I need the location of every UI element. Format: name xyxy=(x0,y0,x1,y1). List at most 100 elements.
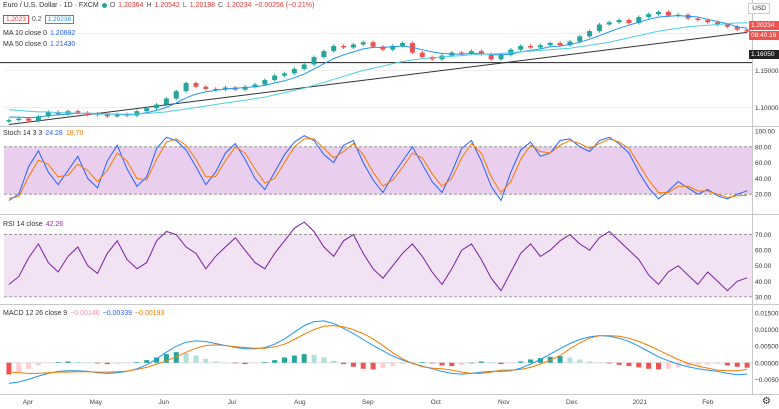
macd-histogram-bar xyxy=(380,362,386,369)
macd-histogram-bar xyxy=(557,356,563,363)
stoch-k-value: 24.28 xyxy=(45,130,63,137)
candle-body xyxy=(252,84,258,87)
candle-body xyxy=(183,83,189,92)
time-tick-label: Dec xyxy=(566,399,578,406)
buy-price-box[interactable]: 1.20236 xyxy=(44,15,75,24)
stoch-legend[interactable]: Stoch 14 3 3 24.28 18.70 xyxy=(3,130,83,137)
candle-body xyxy=(380,46,386,50)
candle-body xyxy=(262,80,268,85)
candle-body xyxy=(331,45,337,52)
macd-histogram-bar xyxy=(350,362,356,367)
ma10-value: 1.20692 xyxy=(49,30,76,37)
candle-body xyxy=(557,42,563,46)
macd-histogram-bar xyxy=(242,362,248,365)
candle-body xyxy=(282,73,287,76)
candle-body xyxy=(370,42,376,47)
ma50-legend[interactable]: MA 50 close 0 1.21430 xyxy=(3,41,75,48)
macd-histogram-bar xyxy=(724,362,730,366)
candle-body xyxy=(459,52,465,54)
ohlc-open-label: O xyxy=(109,2,116,9)
macd-histogram-bar xyxy=(282,357,287,363)
candle-body xyxy=(45,111,51,117)
candle-body xyxy=(272,75,278,81)
macd-histogram-bar xyxy=(203,358,209,363)
trendline xyxy=(8,31,748,126)
macd-signal-value: −0.00193 xyxy=(135,310,165,317)
macd-histogram-bar xyxy=(65,361,71,363)
indicator-tick-label: 40.00 xyxy=(755,279,772,286)
spread-value: 0.2 xyxy=(31,16,42,23)
macd-legend[interactable]: MACD 12 26 close 9 −0.00146 −0.00339 −0.… xyxy=(3,310,164,317)
macd-tick-label: 0.01500 xyxy=(755,310,779,317)
macd-histogram-bar xyxy=(45,362,51,364)
candle-body xyxy=(488,54,494,60)
ma10-legend[interactable]: MA 10 close 0 1.20692 xyxy=(3,30,75,37)
macd-histogram-bar xyxy=(478,361,484,363)
macd-histogram-bar xyxy=(232,362,238,364)
macd-histogram-bar xyxy=(124,362,130,364)
candle-body xyxy=(242,86,248,90)
indicator-tick-label: 40.00 xyxy=(755,176,772,183)
countdown-tag: 08:40:16 xyxy=(749,31,779,40)
macd-histogram-bar xyxy=(173,352,179,363)
candle-body xyxy=(75,111,81,113)
macd-histogram-bar xyxy=(449,362,455,367)
candle-body xyxy=(16,118,22,121)
candle-body xyxy=(193,83,199,87)
candle-body xyxy=(498,54,504,60)
indicator-tick-label: 60.00 xyxy=(755,248,772,255)
macd-histogram-bar xyxy=(587,361,593,363)
macd-histogram-bar xyxy=(193,355,199,363)
macd-histogram-bar xyxy=(567,357,573,363)
ohlc-open-value: 1.20364 xyxy=(118,2,144,9)
macd-histogram-bar xyxy=(488,362,494,363)
time-tick-label: Apr xyxy=(23,399,34,406)
candle-body xyxy=(646,14,652,18)
macd-histogram-bar xyxy=(400,362,406,365)
macd-histogram-bar xyxy=(163,354,169,363)
macd-histogram-bar xyxy=(55,362,61,363)
sell-price-box[interactable]: 1.2023 xyxy=(3,15,29,24)
candle-body xyxy=(203,86,209,89)
macd-histogram-bar xyxy=(734,362,740,367)
ohlc-high-label: H xyxy=(146,2,152,9)
symbol-title[interactable]: Euro / U.S. Dollar · 1D · FXCM xyxy=(3,2,99,9)
rsi-legend[interactable]: RSI 14 close 42.26 xyxy=(3,221,63,228)
macd-histogram-bar xyxy=(675,362,681,368)
candle-body xyxy=(6,120,12,122)
macd-histogram-bar xyxy=(301,354,307,363)
indicator-tick-label: 60.00 xyxy=(755,160,772,167)
candle-body xyxy=(478,51,484,55)
time-tick-label: May xyxy=(90,399,103,406)
macd-histogram-bar xyxy=(104,362,110,365)
macd-histogram-bar xyxy=(291,355,297,363)
macd-histogram-bar xyxy=(321,357,327,363)
candle-body xyxy=(154,104,160,109)
symbol-legend: Euro / U.S. Dollar · 1D · FXCM O 1.20364 … xyxy=(3,2,314,9)
candle-body xyxy=(724,24,730,27)
candle-body xyxy=(390,45,396,50)
ma50-value: 1.21430 xyxy=(49,41,76,48)
macd-histogram-bar xyxy=(715,362,721,365)
candle-body xyxy=(734,26,740,30)
candle-body xyxy=(163,98,169,105)
time-tick-label: Sep xyxy=(362,399,374,406)
indicator-tick-label: 20.00 xyxy=(755,192,772,199)
macd-histogram-bar xyxy=(134,362,140,363)
macd-hist-value: −0.00146 xyxy=(70,310,100,317)
macd-histogram-bar xyxy=(262,362,268,363)
candle-body xyxy=(114,114,120,117)
macd-histogram-bar xyxy=(508,362,514,364)
macd-value: −0.00339 xyxy=(102,310,133,317)
candle-body xyxy=(695,18,701,21)
settings-gear-icon[interactable]: ⚙ xyxy=(762,396,771,407)
candle-body xyxy=(35,116,41,121)
macd-line xyxy=(8,320,748,384)
macd-histogram-bar xyxy=(419,362,425,363)
ma50-label: MA 50 close 0 xyxy=(3,41,47,48)
candle-body xyxy=(705,20,711,23)
time-tick-label: Nov xyxy=(498,399,510,406)
currency-badge[interactable]: USD xyxy=(748,3,770,14)
indicator-tick-label: 50.00 xyxy=(755,263,772,270)
